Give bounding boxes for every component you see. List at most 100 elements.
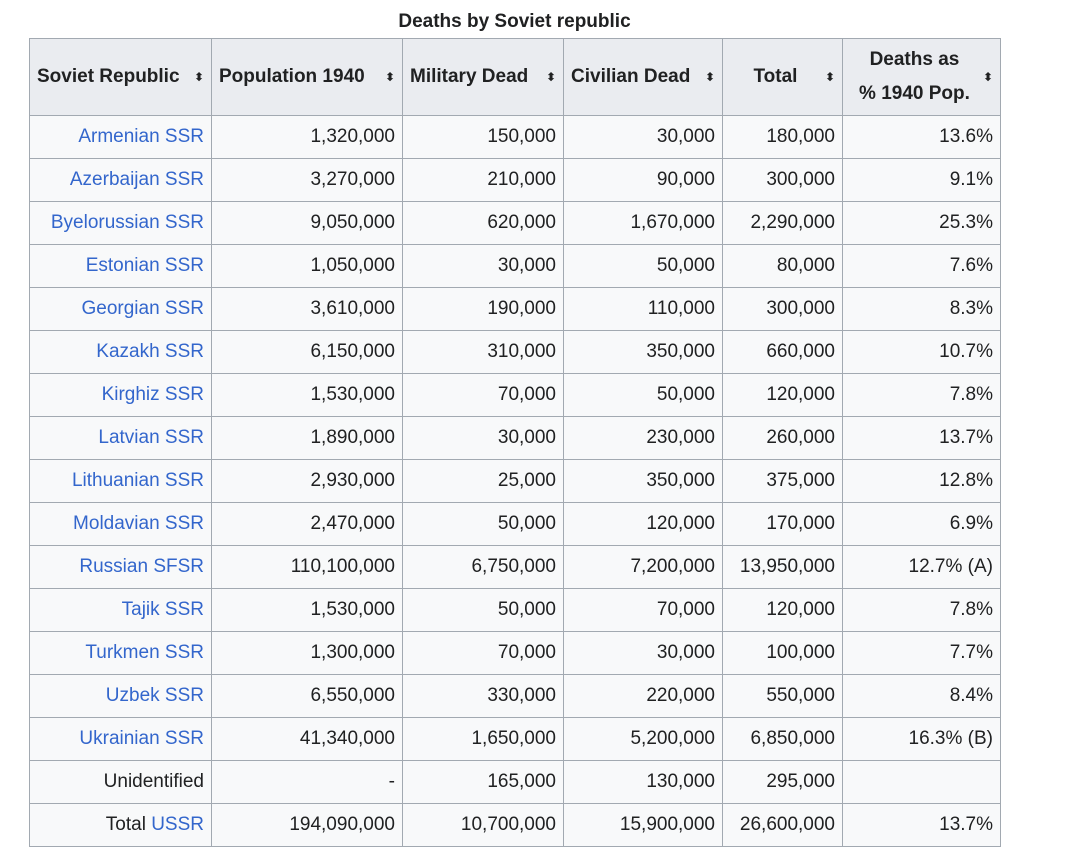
civilian-dead-cell: 50,000 xyxy=(563,373,723,417)
republic-link[interactable]: Byelorussian SSR xyxy=(50,212,204,233)
republic-link[interactable]: Armenian SSR xyxy=(78,126,204,147)
republic-link[interactable]: Russian SFSR xyxy=(79,556,204,577)
header-population-1940[interactable]: Population 1940 ⬍ xyxy=(211,38,403,116)
military-dead-cell: 50,000 xyxy=(402,588,564,632)
population-cell: 1,530,000 xyxy=(211,373,403,417)
civilian-dead-cell: 350,000 xyxy=(563,459,723,503)
republic-cell: Moldavian SSR xyxy=(29,502,212,546)
military-dead-cell: 6,750,000 xyxy=(402,545,564,589)
military-dead-cell: 50,000 xyxy=(402,502,564,546)
pct-cell: 13.6% xyxy=(842,115,1001,159)
military-dead-cell: 190,000 xyxy=(402,287,564,331)
header-civilian-dead[interactable]: Civilian Dead ⬍ xyxy=(563,38,723,116)
population-cell: 9,050,000 xyxy=(211,201,403,245)
population-cell: 6,150,000 xyxy=(211,330,403,374)
republic-link[interactable]: Georgian SSR xyxy=(81,298,204,319)
sort-icon[interactable]: ⬍ xyxy=(982,70,993,84)
pct-cell: 25.3% xyxy=(842,201,1001,245)
military-dead-cell: 620,000 xyxy=(402,201,564,245)
header-label-line1: Deaths as xyxy=(869,49,960,70)
sort-icon[interactable]: ⬍ xyxy=(384,70,395,84)
military-dead-cell: 165,000 xyxy=(402,760,564,804)
header-label-line2: % 1940 Pop. xyxy=(859,83,970,104)
sort-icon[interactable]: ⬍ xyxy=(545,70,556,84)
table-row: Ukrainian SSR 41,340,000 1,650,000 5,200,00… xyxy=(29,717,1001,761)
military-dead-cell: 70,000 xyxy=(402,373,564,417)
republic-cell: Kazakh SSR xyxy=(29,330,212,374)
civilian-dead-cell: 120,000 xyxy=(563,502,723,546)
pct-cell: 13.7% xyxy=(842,803,1001,847)
total-cell: 375,000 xyxy=(722,459,843,503)
military-dead-cell: 210,000 xyxy=(402,158,564,202)
republic-link[interactable]: Lithuanian SSR xyxy=(71,470,204,491)
pct-cell: 12.8% xyxy=(842,459,1001,503)
republic-link[interactable]: Tajik SSR xyxy=(121,599,204,620)
population-cell: 2,930,000 xyxy=(211,459,403,503)
population-cell: 1,300,000 xyxy=(211,631,403,675)
table-row-unidentified: Unidentified -165,000 130,000 295,000 xyxy=(29,760,1001,804)
civilian-dead-cell: 70,000 xyxy=(563,588,723,632)
total-cell: 300,000 xyxy=(722,287,843,331)
pct-cell: 16.3% (B) xyxy=(842,717,1001,761)
sort-icon[interactable]: ⬍ xyxy=(824,70,835,84)
table-row: Georgian SSR 3,610,000 190,000 110,000 300,0… xyxy=(29,287,1001,331)
total-cell: 80,000 xyxy=(722,244,843,288)
republic-link[interactable]: Moldavian SSR xyxy=(73,513,204,534)
civilian-dead-cell: 30,000 xyxy=(563,115,723,159)
population-cell: 41,340,000 xyxy=(211,717,403,761)
total-cell: 170,000 xyxy=(722,502,843,546)
sort-icon[interactable]: ⬍ xyxy=(704,70,715,84)
republic-cell: Estonian SSR xyxy=(29,244,212,288)
table-row: Byelorussian SSR 9,050,000 620,000 1,670,00… xyxy=(29,201,1001,245)
republic-link[interactable]: Latvian SSR xyxy=(98,427,204,448)
sort-icon[interactable]: ⬍ xyxy=(193,70,204,84)
table-row: Uzbek SSR 6,550,000 330,000 220,000 550,000 8… xyxy=(29,674,1001,718)
pct-cell: 9.1% xyxy=(842,158,1001,202)
republic-link[interactable]: Ukrainian SSR xyxy=(79,728,204,749)
population-cell: 194,090,000 xyxy=(211,803,403,847)
civilian-dead-cell: 350,000 xyxy=(563,330,723,374)
deaths-table-container: Deaths by Soviet republic Soviet Republi… xyxy=(29,6,1001,847)
civilian-dead-cell: 1,670,000 xyxy=(563,201,723,245)
republic-link[interactable]: Kirghiz SSR xyxy=(101,384,204,405)
header-soviet-republic[interactable]: Soviet Republic ⬍ xyxy=(29,38,212,116)
republic-cell: Turkmen SSR xyxy=(29,631,212,675)
republic-link[interactable]: Turkmen SSR xyxy=(85,642,204,663)
total-cell: 120,000 xyxy=(722,373,843,417)
header-deaths-pct[interactable]: Deaths as % 1940 Pop. ⬍ xyxy=(842,38,1001,116)
table-row: Kazakh SSR 6,150,000 310,000 350,000 660,000… xyxy=(29,330,1001,374)
military-dead-cell: 1,650,000 xyxy=(402,717,564,761)
republic-cell: Latvian SSR xyxy=(29,416,212,460)
military-dead-cell: 150,000 xyxy=(402,115,564,159)
civilian-dead-cell: 7,200,000 xyxy=(563,545,723,589)
republic-link[interactable]: Kazakh SSR xyxy=(96,341,204,362)
republic-link[interactable]: Estonian SSR xyxy=(85,255,204,276)
military-dead-cell: 30,000 xyxy=(402,244,564,288)
table-row: Moldavian SSR 2,470,000 50,000 120,000 170,0… xyxy=(29,502,1001,546)
ussr-link[interactable]: USSR xyxy=(151,814,204,835)
republic-link[interactable]: Uzbek SSR xyxy=(105,685,204,706)
population-cell: 1,530,000 xyxy=(211,588,403,632)
pct-cell: 8.3% xyxy=(842,287,1001,331)
republic-cell: Total USSR xyxy=(29,803,212,847)
table-row-total: Total USSR 194,090,000 10,700,000 15,900,00… xyxy=(29,803,1001,847)
pct-cell: 8.4% xyxy=(842,674,1001,718)
header-military-dead[interactable]: Military Dead ⬍ xyxy=(402,38,564,116)
table-row: Armenian SSR 1,320,000 150,000 30,000 180,00… xyxy=(29,115,1001,159)
pct-cell: 13.7% xyxy=(842,416,1001,460)
header-total[interactable]: Total ⬍ xyxy=(722,38,843,116)
republic-link[interactable]: Azerbaijan SSR xyxy=(69,169,204,190)
civilian-dead-cell: 220,000 xyxy=(563,674,723,718)
republic-cell: Ukrainian SSR xyxy=(29,717,212,761)
pct-cell: 12.7% (A) xyxy=(842,545,1001,589)
table-row: Estonian SSR 1,050,000 30,000 50,000 80,000 7… xyxy=(29,244,1001,288)
civilian-dead-cell: 110,000 xyxy=(563,287,723,331)
pct-cell: 10.7% xyxy=(842,330,1001,374)
table-row: Azerbaijan SSR 3,270,000 210,000 90,000 300,… xyxy=(29,158,1001,202)
total-cell: 260,000 xyxy=(722,416,843,460)
military-dead-cell: 10,700,000 xyxy=(402,803,564,847)
civilian-dead-cell: 90,000 xyxy=(563,158,723,202)
civilian-dead-cell: 5,200,000 xyxy=(563,717,723,761)
total-cell: 660,000 xyxy=(722,330,843,374)
table-body: Armenian SSR 1,320,000 150,000 30,000 180,00… xyxy=(29,115,1001,847)
